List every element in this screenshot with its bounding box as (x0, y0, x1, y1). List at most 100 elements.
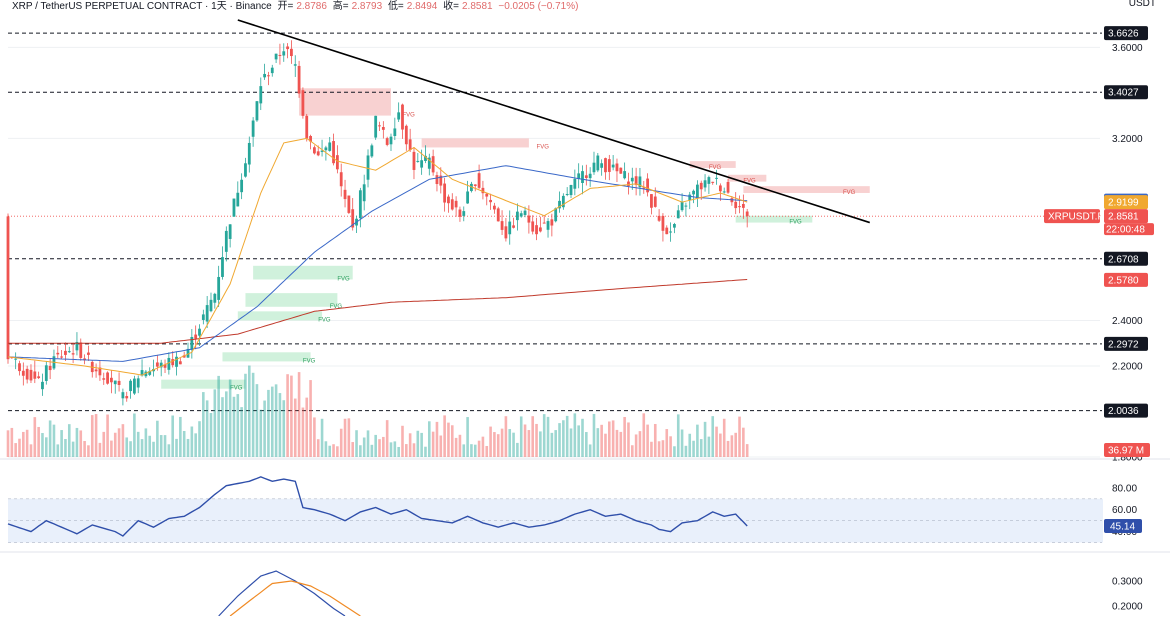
candle-body (182, 355, 186, 358)
volume-bar (255, 384, 259, 457)
candle-body (251, 120, 255, 137)
candle-body (477, 173, 481, 188)
volume-bar (75, 427, 79, 457)
volume-bar (366, 430, 370, 457)
volume-bar (60, 430, 63, 457)
candle-body (600, 163, 604, 168)
candle-body (718, 185, 722, 192)
fvg-zone (299, 88, 391, 116)
fvg-label: FVG (789, 220, 802, 226)
volume-bar (615, 429, 619, 457)
candle-body (431, 156, 435, 173)
volume-bar (217, 375, 220, 457)
volume-bar (247, 365, 251, 457)
volume-bar (121, 424, 125, 457)
volume-bar (412, 443, 416, 457)
candle-body (259, 86, 263, 104)
volume-bar (669, 436, 672, 457)
candle-body (741, 203, 745, 208)
fvg-label: FVG (843, 190, 856, 196)
volume-bar (596, 428, 600, 457)
volume-bar (140, 439, 144, 457)
countdown-badge (1104, 223, 1154, 236)
volume-bar (18, 438, 21, 457)
candle-body (175, 356, 178, 367)
candle-body (657, 215, 661, 221)
candle-body (496, 208, 500, 222)
level-badge-label: 2.0036 (1108, 406, 1139, 417)
volume-bar (470, 444, 473, 457)
candle-body (339, 172, 343, 187)
fvg-zone (237, 311, 323, 321)
volume-bar (351, 442, 354, 457)
volume-bar (504, 416, 508, 457)
candle-body (630, 177, 634, 182)
candle-body (450, 199, 454, 210)
volume-bar (393, 441, 397, 457)
volume-bar (156, 420, 159, 457)
volume-bar (129, 441, 132, 457)
fvg-zone (253, 265, 353, 280)
candle-body (447, 196, 450, 204)
volume-bar (542, 414, 546, 457)
candle-body (734, 201, 738, 209)
candle-body (500, 221, 504, 230)
candle-body (561, 195, 565, 208)
volume-bar (588, 444, 592, 457)
candle-body (110, 377, 113, 383)
candle-body (443, 183, 447, 203)
volume-bar (152, 441, 155, 457)
volume-bar (699, 439, 703, 457)
volume-bar (485, 445, 489, 457)
volume-bar (401, 425, 404, 457)
ma-short-line (7, 137, 748, 376)
volume-bar (493, 432, 496, 457)
volume-bar (477, 440, 481, 457)
candle-body (703, 180, 707, 188)
volume-bar (676, 414, 680, 457)
volume-bar (500, 428, 504, 457)
candle-body (106, 372, 109, 384)
oscillator-tick-label: 0.3000 (1112, 577, 1143, 588)
volume-bar (611, 420, 615, 457)
candle-body (696, 184, 699, 198)
volume-bar (657, 441, 661, 457)
volume-bar (608, 421, 611, 457)
candle-body (21, 370, 25, 376)
volume-bar (94, 414, 98, 457)
candle-body (642, 187, 646, 189)
candle-body (745, 211, 749, 217)
candle-body (79, 342, 83, 358)
volume-bar (90, 415, 94, 457)
volume-bar (569, 428, 573, 457)
candle-body (129, 380, 132, 392)
price-tick-label: 3.2000 (1112, 134, 1143, 145)
volume-bar (627, 422, 630, 457)
candle-body (420, 160, 424, 168)
volume-bar (707, 436, 711, 457)
volume-bar (458, 434, 462, 457)
volume-bar (630, 445, 634, 457)
price-badge-label: 2.8581 (1108, 212, 1139, 223)
volume-bar (98, 442, 102, 457)
volume-bar (385, 420, 389, 457)
candle-body (117, 380, 121, 385)
currency-label: USDT (1128, 0, 1156, 9)
volume-bar (144, 428, 148, 457)
volume-bar (236, 394, 240, 457)
candle-body (305, 115, 309, 139)
open-value: 2.8786 (296, 1, 327, 12)
oscillator-line-b (229, 580, 361, 617)
candle-body (389, 136, 393, 145)
volume-bar (473, 444, 477, 457)
volume-bar (179, 416, 182, 457)
volume-bar (332, 444, 335, 457)
candle-body (171, 359, 175, 366)
volume-bar (554, 430, 557, 457)
candle-body (653, 196, 657, 207)
candle-body (37, 376, 41, 379)
volume-bar (282, 400, 286, 457)
volume-bar (133, 413, 136, 457)
